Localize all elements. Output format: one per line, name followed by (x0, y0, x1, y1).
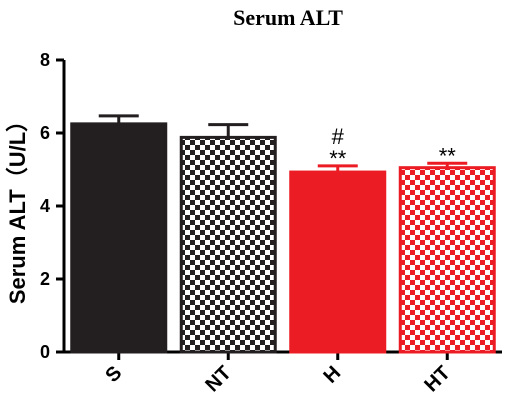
y-tick-label: 6 (40, 123, 50, 143)
y-tick-label: 8 (40, 50, 50, 70)
significance-annotation: # (332, 124, 345, 149)
significance-annotation: ** (329, 146, 347, 171)
x-tick-label: NT (201, 362, 235, 396)
bar-h (289, 170, 387, 354)
significance-annotation: ** (439, 143, 457, 168)
y-axis-label: Serum ALT（U/L） (5, 110, 30, 304)
chart-title: Serum ALT (233, 5, 343, 30)
x-tick-label: HT (420, 362, 454, 396)
bar-nt (179, 135, 277, 354)
bar-ht (398, 166, 496, 354)
bars (70, 114, 496, 354)
y-tick-label: 2 (40, 269, 50, 289)
x-tick-label: S (101, 362, 126, 387)
y-tick-label: 4 (40, 196, 50, 216)
bar-s (70, 122, 168, 354)
y-tick-label: 0 (40, 342, 50, 362)
x-tick-label: H (320, 362, 346, 388)
